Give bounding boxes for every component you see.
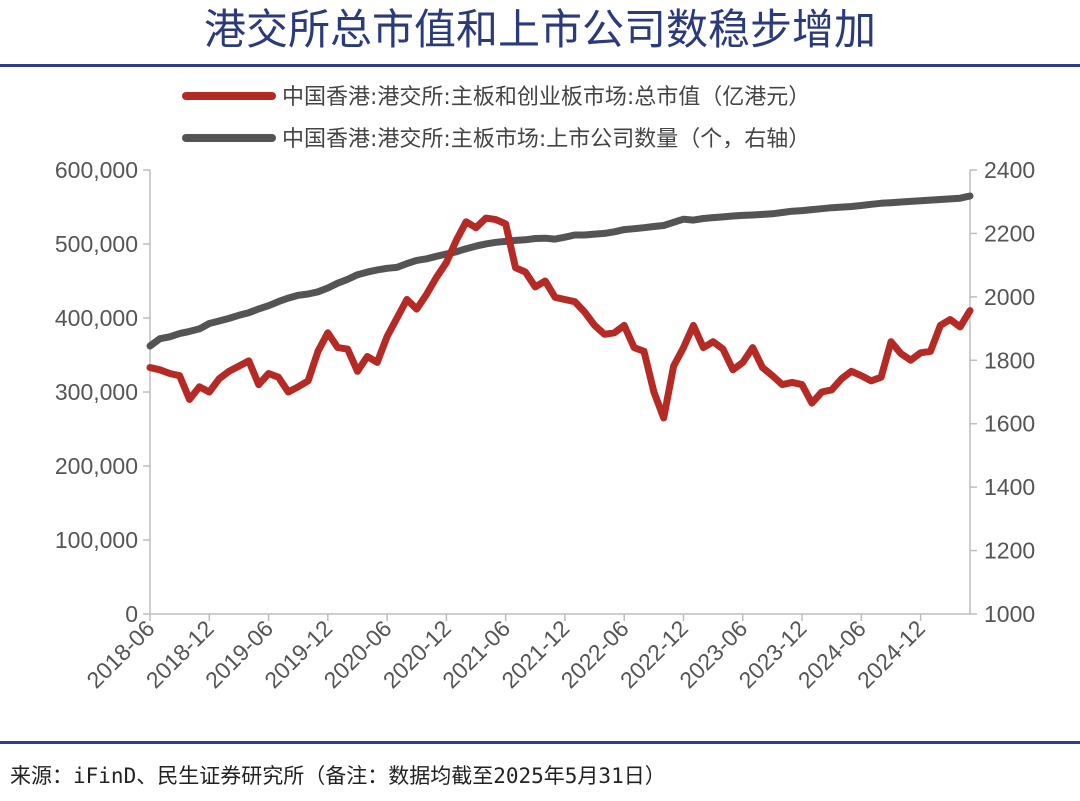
dual-axis-line-chart: 中国香港:港交所:主板和创业板市场:总市值（亿港元） 中国香港:港交所:主板市场:…: [55, 85, 1035, 693]
series-layer: [146, 192, 974, 422]
y-left-tick-label: 500,000: [55, 231, 138, 257]
y-left-tick-label: 0: [125, 601, 138, 627]
y-right-tick-label: 2000: [984, 284, 1035, 310]
y-left-tick-label: 200,000: [55, 453, 138, 479]
y-left-tick-label: 600,000: [55, 157, 138, 183]
footer-rule: [0, 741, 1080, 744]
page-title: 港交所总市值和上市公司数稳步增加: [203, 5, 876, 54]
y-right-tick-label: 1200: [984, 538, 1035, 564]
y-right-tick-label: 2200: [984, 220, 1035, 246]
y-right-tick-label: 1000: [984, 601, 1035, 627]
y-left-tick-label: 100,000: [55, 527, 138, 553]
title-rule: [0, 64, 1080, 67]
series-line-listed-companies: [146, 192, 974, 350]
y-right-tick-label: 2400: [984, 157, 1035, 183]
y-left-tick-label: 400,000: [55, 305, 138, 331]
y-right-tick-label: 1800: [984, 347, 1035, 373]
source-note: 来源：iFinD、民生证券研究所（备注：数据均截至2025年5月31日）: [10, 764, 666, 788]
legend-label: 中国香港:港交所:主板和创业板市场:总市值（亿港元）: [282, 85, 810, 110]
legend-label: 中国香港:港交所:主板市场:上市公司数量（个，右轴）: [282, 127, 810, 152]
y-right-tick-label: 1600: [984, 411, 1035, 437]
series-line-market-cap: [146, 214, 974, 422]
y-right-tick-label: 1400: [984, 474, 1035, 500]
legend: 中国香港:港交所:主板和创业板市场:总市值（亿港元） 中国香港:港交所:主板市场:…: [182, 85, 810, 152]
y-left-tick-label: 300,000: [55, 379, 138, 405]
